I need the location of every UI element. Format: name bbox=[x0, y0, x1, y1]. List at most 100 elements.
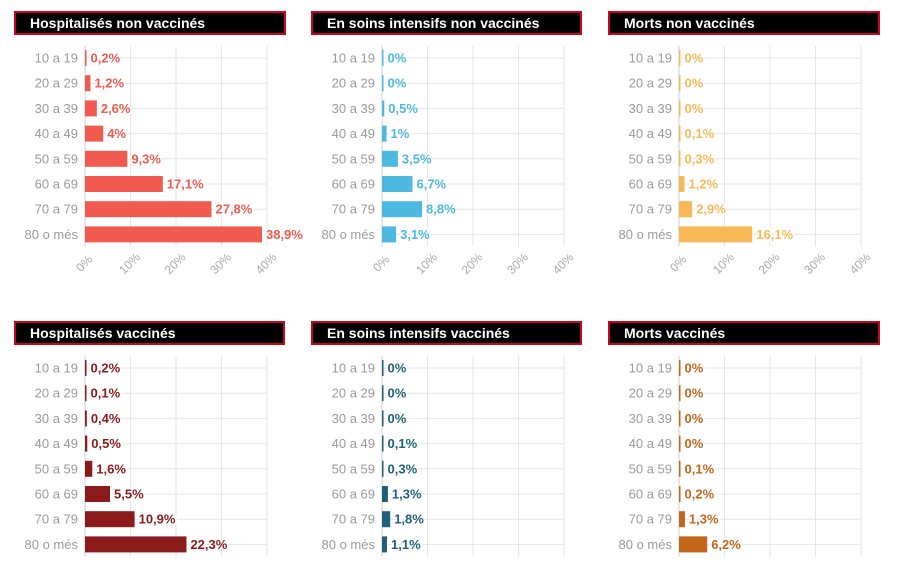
bar-chart: 10 a 19 0,2% 20 a 29 1,2% 30 a 39 2,6% 40 a 49… bbox=[25, 46, 305, 277]
bar bbox=[85, 226, 262, 243]
value-label: 6,7% bbox=[416, 177, 446, 192]
category-label: 80 o més bbox=[619, 227, 673, 242]
bar bbox=[679, 100, 681, 117]
value-label: 1,2% bbox=[688, 177, 718, 192]
value-label: 0% bbox=[685, 101, 704, 116]
bar bbox=[85, 410, 87, 427]
category-label: 70 a 79 bbox=[35, 202, 78, 217]
bar bbox=[382, 176, 413, 192]
value-label: 4% bbox=[107, 126, 126, 141]
value-label: 0% bbox=[388, 386, 407, 401]
category-label: 40 a 49 bbox=[332, 126, 375, 141]
bar bbox=[382, 410, 384, 427]
bar bbox=[85, 460, 93, 477]
value-label: 27,8% bbox=[215, 202, 252, 217]
category-label: 60 a 69 bbox=[35, 177, 78, 192]
bar bbox=[679, 410, 681, 427]
bar bbox=[85, 125, 104, 142]
category-label: 40 a 49 bbox=[35, 126, 78, 141]
value-label: 1,1% bbox=[391, 537, 421, 552]
bar bbox=[679, 226, 753, 243]
bar bbox=[382, 50, 384, 66]
chart-title: Hospitalisés vaccinés bbox=[14, 321, 285, 345]
category-label: 40 a 49 bbox=[35, 436, 78, 451]
bar bbox=[85, 360, 87, 376]
category-label: 80 o més bbox=[619, 537, 673, 552]
bar bbox=[382, 201, 423, 218]
value-label: 22,3% bbox=[190, 537, 227, 552]
value-label: 9,3% bbox=[131, 151, 161, 166]
category-label: 60 a 69 bbox=[332, 487, 375, 502]
x-tick-label: 0% bbox=[370, 252, 392, 274]
bar-chart: 10 a 19 0% 20 a 29 0% 30 a 39 0,5% 40 a 49 1% 50… bbox=[322, 46, 577, 277]
x-tick-label: 20% bbox=[162, 250, 189, 277]
chart-panel-deaths-vaccinated: 10 a 19 0% 20 a 29 0% 30 a 39 0% 40 a 49 0% 50 a… bbox=[608, 321, 883, 562]
category-label: 10 a 19 bbox=[35, 51, 78, 66]
category-label: 80 o més bbox=[322, 227, 376, 242]
value-label: 1% bbox=[391, 126, 410, 141]
bar bbox=[679, 75, 681, 92]
value-label: 0% bbox=[685, 436, 704, 451]
category-label: 50 a 59 bbox=[629, 461, 672, 476]
bar-chart: 10 a 19 0,2% 20 a 29 0,1% 30 a 39 0,4% 40 a 49… bbox=[25, 356, 268, 557]
bar bbox=[85, 511, 135, 528]
bar bbox=[85, 100, 97, 117]
chart-title: En soins intensifs vaccinés bbox=[311, 321, 582, 345]
value-label: 0,1% bbox=[388, 436, 418, 451]
x-tick-label: 20% bbox=[756, 250, 783, 277]
bar bbox=[382, 536, 388, 553]
value-label: 1,3% bbox=[392, 487, 422, 502]
category-label: 10 a 19 bbox=[332, 51, 375, 66]
bar bbox=[679, 125, 681, 142]
x-tick-label: 40% bbox=[847, 250, 874, 277]
bar-chart: 10 a 19 0% 20 a 29 0% 30 a 39 0% 40 a 49 0,1% 50… bbox=[619, 46, 874, 277]
bar bbox=[382, 511, 391, 528]
value-label: 0% bbox=[388, 76, 407, 91]
value-label: 0,2% bbox=[91, 51, 121, 66]
bar bbox=[679, 201, 693, 218]
value-label: 0% bbox=[685, 386, 704, 401]
category-label: 60 a 69 bbox=[35, 487, 78, 502]
bar bbox=[85, 486, 111, 502]
value-label: 38,9% bbox=[266, 227, 303, 242]
bar bbox=[679, 536, 708, 553]
chart-title: Morts vaccinés bbox=[608, 321, 880, 345]
category-label: 80 o més bbox=[25, 227, 79, 242]
chart-title: Morts non vaccinés bbox=[608, 11, 880, 35]
x-tick-label: 30% bbox=[801, 250, 828, 277]
category-label: 10 a 19 bbox=[35, 361, 78, 376]
category-label: 20 a 29 bbox=[35, 76, 78, 91]
bar bbox=[382, 435, 384, 452]
category-label: 70 a 79 bbox=[332, 202, 375, 217]
x-tick-label: 40% bbox=[550, 250, 577, 277]
category-label: 60 a 69 bbox=[629, 487, 672, 502]
value-label: 0,2% bbox=[91, 361, 121, 376]
category-label: 80 o més bbox=[322, 537, 376, 552]
bar bbox=[382, 360, 384, 376]
value-label: 0% bbox=[685, 361, 704, 376]
category-label: 40 a 49 bbox=[332, 436, 375, 451]
chart-panel-hospitalized-vaccinated: 10 a 19 0,2% 20 a 29 0,1% 30 a 39 0,4% 40 a 49… bbox=[14, 321, 289, 562]
bar bbox=[679, 176, 685, 192]
value-label: 2,6% bbox=[101, 101, 131, 116]
chart-title: Hospitalisés non vaccinés bbox=[14, 11, 286, 35]
value-label: 0% bbox=[388, 51, 407, 66]
bar bbox=[382, 385, 384, 402]
value-label: 0,1% bbox=[685, 126, 715, 141]
category-label: 50 a 59 bbox=[629, 151, 672, 166]
x-tick-label: 10% bbox=[710, 250, 737, 277]
value-label: 0,5% bbox=[91, 436, 121, 451]
value-label: 0% bbox=[388, 361, 407, 376]
value-label: 1,2% bbox=[94, 76, 124, 91]
category-label: 30 a 39 bbox=[35, 411, 78, 426]
category-label: 20 a 29 bbox=[629, 386, 672, 401]
chart-panel-deaths-unvaccinated: 10 a 19 0% 20 a 29 0% 30 a 39 0% 40 a 49 0,1% 50… bbox=[608, 11, 883, 281]
category-label: 10 a 19 bbox=[629, 361, 672, 376]
category-label: 20 a 29 bbox=[629, 76, 672, 91]
category-label: 30 a 39 bbox=[332, 411, 375, 426]
bar bbox=[679, 486, 681, 502]
x-tick-label: 0% bbox=[73, 252, 95, 274]
category-label: 30 a 39 bbox=[332, 101, 375, 116]
value-label: 3,1% bbox=[400, 227, 430, 242]
category-label: 30 a 39 bbox=[629, 411, 672, 426]
